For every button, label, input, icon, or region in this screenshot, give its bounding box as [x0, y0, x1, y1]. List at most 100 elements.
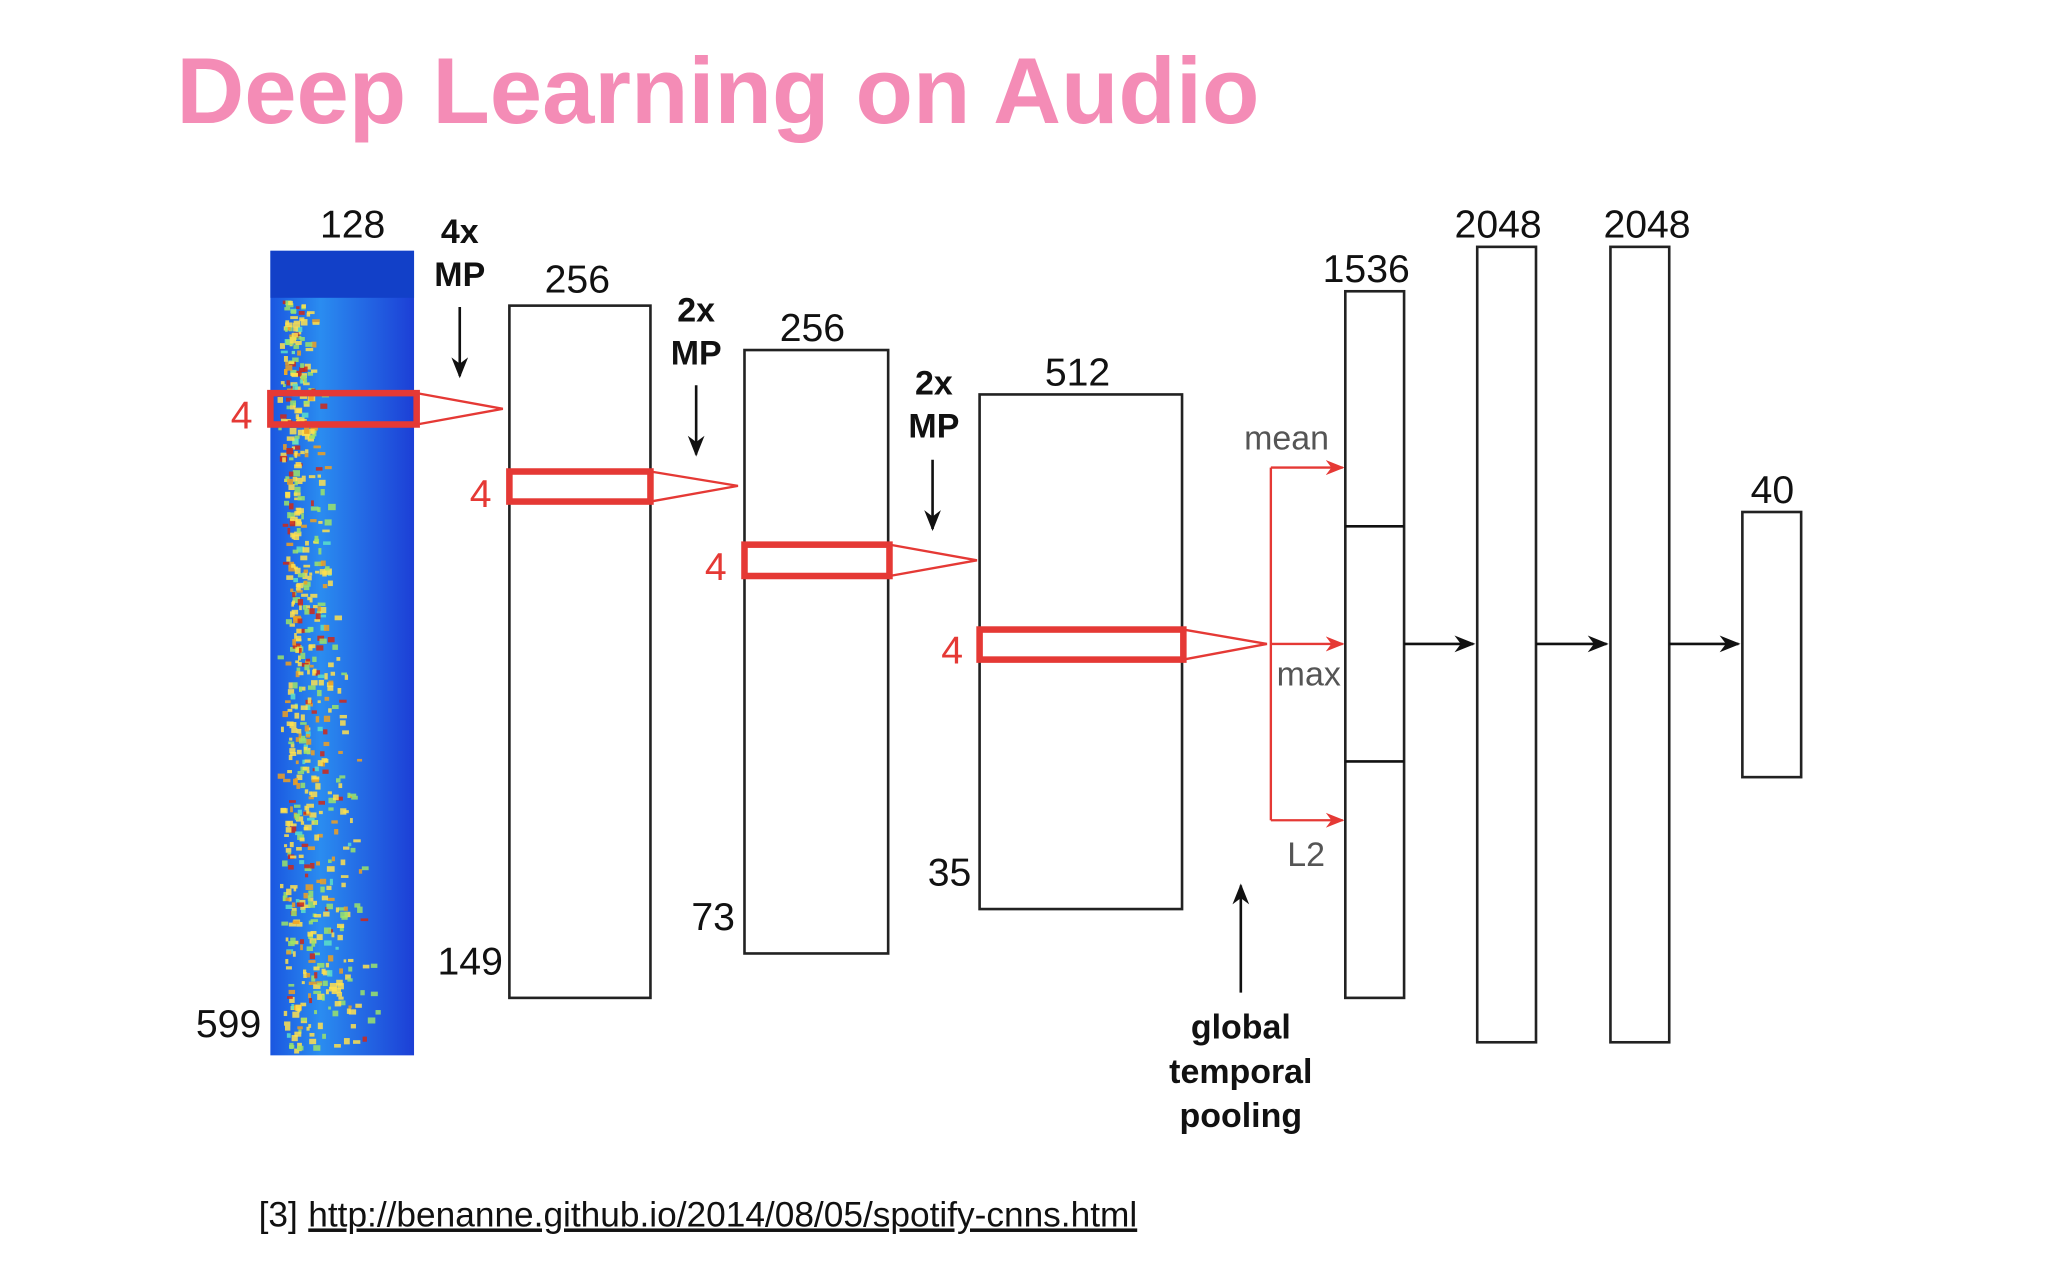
spectrogram-texture — [308, 644, 313, 651]
title: Deep Learning on Audio — [176, 38, 1259, 143]
spectrogram-texture — [324, 673, 328, 680]
spectrogram-texture — [298, 655, 301, 661]
spectrogram-texture — [303, 750, 310, 754]
spectrogram-texture — [318, 679, 324, 686]
spectrogram-texture — [337, 934, 343, 941]
spectrogram-texture — [327, 970, 333, 977]
spectrogram-texture — [324, 940, 332, 946]
pool-label: MP — [434, 256, 485, 294]
spectrogram-texture — [304, 453, 309, 458]
spectrogram-texture — [289, 737, 293, 741]
spectrogram-texture — [334, 1001, 342, 1007]
spectrogram-texture — [285, 827, 292, 833]
layer-window: 4 — [941, 630, 963, 673]
spectrogram-texture — [304, 873, 309, 878]
spectrogram-texture — [286, 888, 292, 896]
spectrogram-texture — [289, 842, 294, 848]
spectrogram-texture — [291, 1004, 294, 1010]
spectrogram-texture — [289, 512, 295, 518]
spectrogram-texture — [348, 1005, 352, 1009]
spectrogram-texture — [306, 803, 314, 808]
spectrogram-texture — [320, 751, 325, 757]
spectrogram-texture — [375, 1010, 381, 1015]
spectrogram-texture — [343, 906, 348, 911]
spectrogram-texture — [295, 414, 300, 420]
spectrogram-texture — [287, 770, 293, 774]
spectrogram — [270, 250, 415, 1056]
spectrogram-texture — [296, 847, 302, 851]
spectrogram-texture — [329, 878, 333, 886]
spectrogram-texture — [310, 500, 314, 507]
spectrogram-texture — [277, 773, 285, 779]
spectrogram-texture — [320, 560, 326, 566]
pool-op: mean — [1244, 419, 1329, 457]
spectrogram-texture — [300, 336, 305, 341]
spectrogram-texture — [326, 866, 335, 872]
spectrogram-texture — [336, 923, 345, 929]
spectrogram-texture — [292, 639, 297, 646]
spectrogram-texture — [297, 573, 305, 578]
spectrogram-texture — [317, 726, 323, 732]
spectrogram-texture — [295, 816, 304, 822]
window-box — [976, 626, 1187, 663]
spectrogram-texture — [293, 320, 301, 324]
spectrogram-texture — [343, 846, 350, 850]
spectrogram-texture — [321, 895, 329, 901]
spectrogram-texture — [328, 807, 334, 811]
footnote-link[interactable]: http://benanne.github.io/2014/08/05/spot… — [308, 1195, 1137, 1234]
spectrogram-texture — [314, 535, 319, 543]
spectrogram-texture — [285, 365, 293, 371]
spectrogram-texture — [317, 982, 323, 986]
spectrogram-texture — [295, 340, 302, 345]
spectrogram-texture — [317, 689, 322, 697]
spectrogram-texture — [297, 809, 302, 816]
spectrogram-texture — [296, 783, 301, 789]
spectrogram-texture — [316, 934, 323, 941]
spectrogram-texture — [308, 993, 311, 999]
spectrogram-texture — [313, 966, 320, 971]
spectrogram-texture — [289, 996, 295, 1003]
spectrogram-texture — [294, 435, 300, 439]
spectrogram-texture — [297, 429, 306, 436]
spectrogram-texture — [304, 789, 309, 794]
spectrogram-texture — [348, 1009, 357, 1015]
spectrogram-texture — [298, 738, 307, 744]
pooling-label: temporal — [1169, 1053, 1312, 1091]
spectrogram-texture — [316, 879, 322, 884]
spectrogram-texture — [348, 966, 353, 972]
spectrogram-texture — [322, 1033, 326, 1039]
spectrogram-texture — [312, 768, 316, 772]
spectrogram-texture — [300, 652, 306, 660]
spectrogram-texture — [288, 922, 297, 927]
spectrogram-texture — [328, 797, 336, 804]
spectrogram-texture — [291, 910, 297, 917]
spectrogram-texture — [286, 436, 295, 441]
spectrogram-texture — [323, 927, 332, 934]
spectrogram-texture — [283, 891, 288, 898]
spectrogram-texture — [280, 883, 284, 889]
spectrogram-texture — [331, 932, 335, 938]
spectrogram-texture — [285, 491, 291, 498]
spectrogram-texture — [322, 583, 328, 589]
layer-height: 149 — [438, 940, 503, 983]
spectrogram-texture — [286, 950, 292, 955]
spectrogram-texture — [296, 416, 305, 422]
spectrogram-texture — [347, 842, 352, 847]
spectrogram-texture — [316, 645, 324, 651]
spectrogram-texture — [307, 685, 316, 690]
spectrogram-texture — [321, 995, 325, 1001]
spectrogram-texture — [312, 656, 317, 663]
spectrogram-texture — [294, 445, 301, 450]
spectrogram-texture — [307, 638, 311, 641]
spectrogram-texture — [293, 577, 299, 583]
spectrogram-texture — [301, 412, 309, 418]
spectrogram-texture — [289, 427, 297, 435]
window-box — [741, 541, 893, 580]
spectrogram-texture — [286, 1033, 291, 1038]
spectrogram-texture — [306, 972, 311, 978]
spectrogram-texture — [313, 990, 322, 994]
spectrogram-texture — [336, 778, 341, 783]
spectrogram-texture — [288, 682, 293, 689]
spectrogram-texture — [292, 470, 301, 477]
spectrogram-texture — [299, 604, 302, 611]
